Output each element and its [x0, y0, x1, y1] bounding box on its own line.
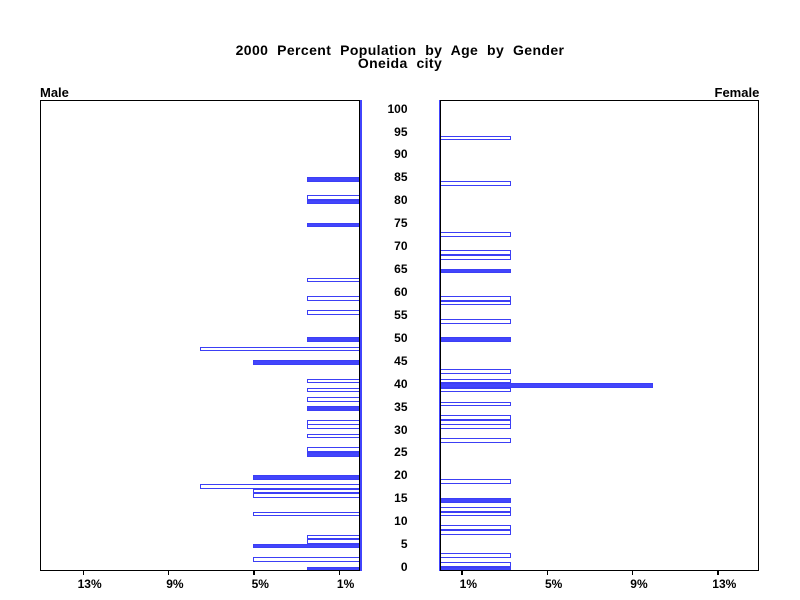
- age-label-35: 35: [394, 399, 408, 414]
- age-label-50: 50: [394, 330, 408, 345]
- pct-label-female-5%: 5%: [544, 576, 563, 591]
- pct-label-female-1%: 1%: [459, 576, 477, 591]
- age-label-60: 60: [394, 285, 408, 299]
- age-label-55: 55: [394, 307, 408, 322]
- age-label-40: 40: [394, 376, 408, 391]
- age-label-80: 80: [394, 193, 408, 208]
- pct-label-male-1%: 1%: [336, 576, 355, 591]
- age-label-20: 20: [394, 468, 408, 483]
- age-label-65: 65: [394, 262, 408, 277]
- age-label-100: 100: [387, 101, 408, 116]
- pct-label-female-9%: 9%: [630, 576, 648, 591]
- female-age-axis-line: [438, 100, 441, 571]
- pct-label-male-5%: 5%: [251, 576, 269, 591]
- pct-tick-female-13%: [717, 570, 719, 576]
- age-label-25: 25: [394, 445, 408, 460]
- age-label-45: 45: [394, 353, 408, 368]
- chart-title: 2000 Percent Population by Age by Gender: [235, 42, 565, 58]
- chart-subtitle: Oneida city: [357, 55, 443, 71]
- pct-tick-male-9%: [167, 570, 170, 576]
- pct-tick-female-9%: [631, 570, 634, 576]
- male-panel-label: Male: [40, 85, 69, 100]
- age-label-15: 15: [394, 491, 408, 506]
- age-label-85: 85: [394, 170, 408, 185]
- age-label-95: 95: [394, 124, 408, 139]
- female-panel-frame: [440, 100, 760, 571]
- pct-tick-female-5%: [546, 570, 549, 576]
- age-label-30: 30: [394, 422, 408, 437]
- age-label-70: 70: [394, 239, 408, 254]
- female-panel-label: Female: [714, 85, 760, 100]
- age-label-90: 90: [394, 147, 408, 162]
- pct-tick-female-1%: [461, 570, 463, 576]
- pct-tick-male-13%: [82, 570, 84, 576]
- age-label-10: 10: [394, 514, 408, 529]
- age-label-5: 5: [400, 537, 408, 552]
- pct-label-female-13%: 13%: [712, 576, 737, 591]
- male-panel-frame: [40, 100, 360, 571]
- pct-label-male-9%: 9%: [166, 576, 184, 591]
- age-label-0: 0: [400, 560, 408, 575]
- pct-tick-male-5%: [253, 570, 255, 576]
- pct-tick-male-1%: [338, 570, 340, 576]
- age-label-75: 75: [394, 216, 408, 231]
- male-age-axis-line: [360, 100, 362, 571]
- pct-label-male-13%: 13%: [77, 576, 102, 591]
